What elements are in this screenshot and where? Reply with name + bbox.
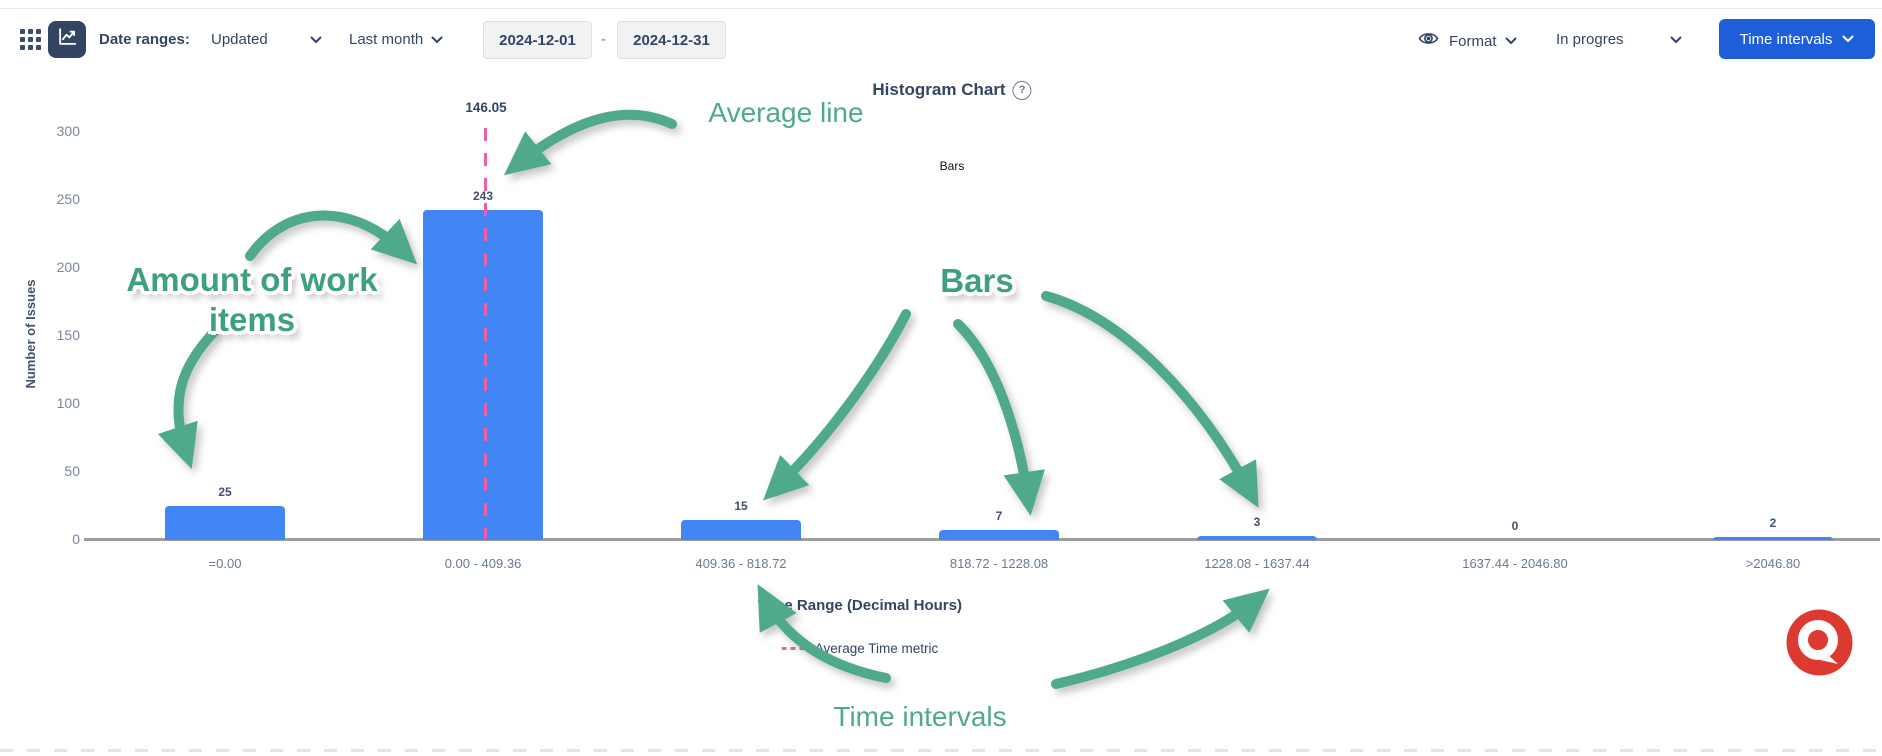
bar[interactable] [1197, 536, 1317, 540]
arrow-bars-right [1041, 291, 1259, 508]
x-axis-tick-label: 1228.08 - 1637.44 [1204, 556, 1310, 571]
chart-title: Histogram Chart [872, 80, 1006, 99]
arrow-amount-to-big-bar [245, 210, 418, 265]
x-axis-tick-label: 0.00 - 409.36 [444, 556, 522, 571]
bar-value-label: 15 [734, 499, 748, 513]
bar[interactable] [423, 210, 543, 540]
legend: Average Time metric [781, 641, 939, 656]
brand-logo[interactable] [1786, 609, 1853, 681]
average-line [484, 128, 487, 539]
y-axis-tick: 100 [56, 395, 80, 411]
y-axis-tick: 250 [56, 191, 80, 207]
arrow-bars-left [763, 309, 911, 501]
x-axis-tick-label: 1637.44 - 2046.80 [1462, 556, 1568, 571]
apps-grid-icon[interactable] [20, 29, 43, 52]
bar-value-label: 0 [1511, 519, 1519, 533]
y-axis-tick: 0 [72, 531, 80, 547]
annotation-amount-line2: items [208, 301, 296, 338]
bottom-dashed-divider [0, 749, 1882, 752]
series-legend-label: Bars [939, 159, 965, 173]
chevron-down-icon [1505, 37, 1517, 45]
annotation-amount-line1: Amount of work [126, 261, 378, 298]
chevron-down-icon [1670, 36, 1682, 44]
time-intervals-button[interactable]: Time intervals [1719, 19, 1875, 59]
x-axis-tick-label: 818.72 - 1228.08 [949, 556, 1049, 571]
y-axis-tick: 50 [64, 463, 80, 479]
date-to-input[interactable]: 2024-12-31 [617, 21, 726, 59]
line-chart-icon [56, 26, 78, 53]
average-line-swatch [781, 647, 806, 650]
date-from-input[interactable]: 2024-12-01 [483, 21, 592, 59]
period-dropdown-value: Last month [349, 31, 424, 48]
x-axis-tick-label: =0.00 [208, 556, 242, 571]
eye-icon [1418, 28, 1439, 54]
status-dropdown-value: In progres [1556, 31, 1624, 48]
bar[interactable] [939, 530, 1059, 540]
average-value-label: 146.05 [465, 100, 507, 115]
x-axis-tick-label: >2046.80 [1745, 556, 1801, 571]
time-intervals-button-label: Time intervals [1739, 30, 1833, 48]
chart-title-row: Histogram Chart ? [872, 80, 1032, 100]
status-dropdown[interactable]: In progres [1556, 31, 1682, 48]
y-axis-tick: 150 [56, 327, 80, 343]
annotation-amount-of-work-items: Amount of work items [126, 260, 377, 340]
date-ranges-label: Date ranges: [99, 31, 190, 48]
format-dropdown[interactable]: Format [1418, 28, 1517, 54]
bar[interactable] [165, 506, 285, 540]
arrow-bars-middle [953, 319, 1045, 516]
annotation-bars: Bars [940, 262, 1014, 299]
period-dropdown[interactable]: Last month [349, 31, 443, 48]
chevron-down-icon [431, 36, 443, 44]
arrow-average-line [503, 109, 677, 176]
date-separator: - [601, 31, 606, 48]
bar[interactable] [1713, 537, 1833, 540]
bar[interactable] [681, 520, 801, 540]
chevron-down-icon [1842, 35, 1854, 43]
arrow-time-intervals-right [1051, 588, 1270, 689]
bar-value-label: 25 [218, 485, 232, 499]
x-axis-title: Time Range (Decimal Hours) [758, 597, 962, 614]
arrow-amount-to-small-bar [157, 327, 219, 470]
bar-value-label: 7 [995, 509, 1003, 523]
help-icon[interactable]: ? [1012, 80, 1032, 100]
y-axis-tick: 200 [56, 259, 80, 275]
chevron-down-icon [310, 36, 322, 44]
annotation-time-intervals: Time intervals [833, 701, 1007, 732]
legend-label: Average Time metric [814, 641, 939, 656]
bar-value-label: 2 [1769, 516, 1777, 530]
bar-value-label: 3 [1253, 515, 1261, 529]
bar-value-label: 243 [472, 189, 494, 203]
field-dropdown-value: Updated [211, 31, 268, 48]
format-label: Format [1449, 32, 1497, 50]
chart-view-button[interactable] [48, 21, 86, 58]
x-axis-tick-label: 409.36 - 818.72 [695, 556, 787, 571]
field-dropdown[interactable]: Updated [211, 31, 322, 48]
top-divider [0, 8, 1882, 9]
y-axis-tick: 300 [56, 123, 80, 139]
annotation-average-line: Average line [708, 97, 864, 128]
